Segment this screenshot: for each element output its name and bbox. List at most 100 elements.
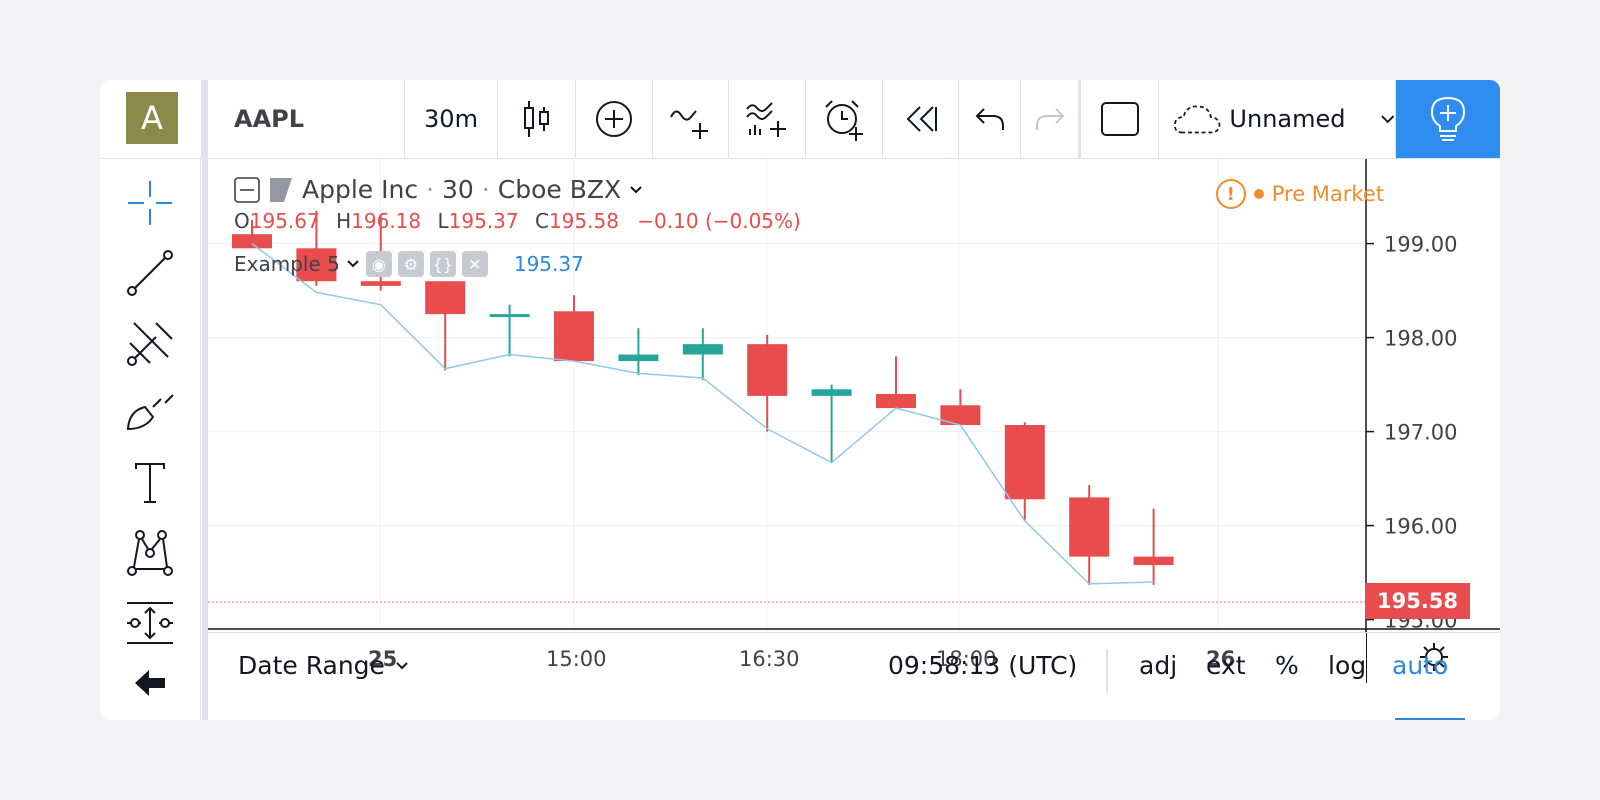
bottom-toolbar: Date Range 09:58:13 (UTC) adj ext % log … xyxy=(208,632,1500,720)
text-tool[interactable] xyxy=(124,457,176,509)
auto-active-indicator xyxy=(1395,718,1465,720)
price-tick: 197.00 xyxy=(1384,421,1457,445)
plus-circle-icon xyxy=(596,101,632,137)
pitchfork-icon xyxy=(127,322,173,366)
fib-tool[interactable] xyxy=(124,317,176,369)
measure-tool[interactable] xyxy=(124,597,176,649)
chart-widget: A AAPL 30m Unnam xyxy=(100,80,1500,720)
undo-icon xyxy=(975,108,1004,130)
ext-toggle[interactable]: ext xyxy=(1206,651,1246,680)
percent-toggle[interactable]: % xyxy=(1275,651,1299,680)
flag-icon[interactable] xyxy=(268,176,294,204)
interval-button[interactable]: 30m xyxy=(405,80,498,158)
change-value: −0.10 (−0.05%) xyxy=(637,209,801,233)
high-label: H xyxy=(336,209,352,233)
time-tick: 15:00 xyxy=(546,647,607,671)
warning-icon: ! xyxy=(1215,179,1246,209)
fullscreen-button[interactable] xyxy=(1081,80,1159,158)
arrow-left-icon xyxy=(135,670,165,696)
ideas-button[interactable] xyxy=(1396,80,1500,158)
candle xyxy=(1133,508,1174,585)
avatar-cell: A xyxy=(100,80,202,158)
last-price-tag: 195.58 xyxy=(1365,583,1470,619)
redo-button[interactable] xyxy=(1021,80,1081,158)
candles-icon xyxy=(523,101,549,137)
study-value: 195.37 xyxy=(513,252,584,276)
candle-body xyxy=(554,311,594,362)
alert-button[interactable] xyxy=(806,80,883,158)
candle xyxy=(296,210,337,286)
collapse-icon[interactable] xyxy=(234,176,260,203)
chevron-down-icon xyxy=(1380,115,1394,124)
compare-button[interactable] xyxy=(576,80,653,158)
templates-icon xyxy=(746,102,786,137)
cloud-icon xyxy=(1173,105,1221,134)
legend-exchange: Cboe BZX xyxy=(497,175,622,204)
legend-sep: · xyxy=(426,175,435,204)
candle-body xyxy=(876,394,916,409)
candle xyxy=(811,384,852,463)
session-status[interactable]: ! Pre Market xyxy=(1215,179,1384,209)
session-label: Pre Market xyxy=(1271,182,1384,206)
axis-settings-button[interactable] xyxy=(1366,631,1500,683)
chart-pane[interactable]: 199.00 198.00 197.00 196.00 195.00 Apple Inc… xyxy=(208,159,1500,720)
undo-button[interactable] xyxy=(959,80,1021,158)
trendline-tool[interactable] xyxy=(124,247,176,299)
avatar[interactable]: A xyxy=(126,92,178,144)
candle-body xyxy=(1133,556,1174,566)
price-tick: 198.00 xyxy=(1384,327,1457,351)
rewind-icon xyxy=(906,106,937,132)
trendline-icon xyxy=(127,250,173,296)
time-tick: 16:30 xyxy=(739,647,800,671)
session-dot-icon xyxy=(1253,189,1264,199)
date-range-button[interactable]: Date Range xyxy=(238,651,409,680)
legend-interval: 30 xyxy=(442,175,474,204)
top-toolbar: A AAPL 30m Unnam xyxy=(100,80,1500,159)
toolbar-divider xyxy=(202,80,208,720)
crosshair-tool[interactable] xyxy=(124,177,176,229)
series-legend[interactable]: Apple Inc · 30 · Cboe BZX xyxy=(234,175,643,204)
layout-name: Unnamed xyxy=(1229,105,1346,133)
symbol-search[interactable]: AAPL xyxy=(208,80,405,158)
gear-icon[interactable]: ⚙ xyxy=(397,251,424,277)
indicators-button[interactable] xyxy=(653,80,729,158)
candle-body xyxy=(747,344,788,396)
open-label: O xyxy=(234,209,250,233)
lightbulb-icon xyxy=(1430,96,1466,141)
templates-button[interactable] xyxy=(729,80,806,158)
redo-icon xyxy=(1035,108,1064,130)
close-value: 195.58 xyxy=(548,209,619,233)
candle xyxy=(747,334,788,432)
symbol-title: Apple Inc xyxy=(302,175,419,204)
drawing-toolbar xyxy=(100,159,201,720)
clock[interactable]: 09:58:13 (UTC) xyxy=(888,651,1078,680)
time-tick: 26 xyxy=(1206,647,1236,671)
log-toggle[interactable]: log xyxy=(1328,651,1367,680)
candle-body xyxy=(360,281,401,286)
square-icon xyxy=(1100,102,1139,136)
auto-toggle[interactable]: auto xyxy=(1392,651,1449,680)
adj-toggle[interactable]: adj xyxy=(1139,651,1178,680)
time-tick: 18:00 xyxy=(936,647,997,671)
layout-menu[interactable]: Unnamed xyxy=(1159,80,1396,158)
brush-tool[interactable] xyxy=(124,387,176,439)
high-value: 196.18 xyxy=(351,209,422,233)
chevron-down-icon[interactable] xyxy=(346,259,360,269)
study-name: Example 5 xyxy=(234,252,340,276)
replay-button[interactable] xyxy=(883,80,959,158)
eye-icon[interactable]: ◉ xyxy=(365,251,392,277)
pattern-tool[interactable] xyxy=(124,527,176,579)
close-icon[interactable]: ✕ xyxy=(461,251,488,277)
legend-sep: · xyxy=(481,175,490,204)
time-axis[interactable]: 25 15:00 16:30 18:00 26 xyxy=(208,631,1366,683)
chart-type-button[interactable] xyxy=(498,80,576,158)
open-value: 195.67 xyxy=(249,209,320,233)
source-code-icon[interactable]: {} xyxy=(429,251,456,277)
back-tool[interactable] xyxy=(124,663,176,703)
low-value: 195.37 xyxy=(448,209,519,233)
study-legend[interactable]: Example 5 ◉ ⚙ {} ✕ 195.37 xyxy=(234,251,584,277)
chevron-down-icon[interactable] xyxy=(629,185,643,195)
alarm-clock-icon xyxy=(825,100,863,141)
price-tick: 199.00 xyxy=(1384,233,1457,257)
candle xyxy=(1069,485,1110,585)
